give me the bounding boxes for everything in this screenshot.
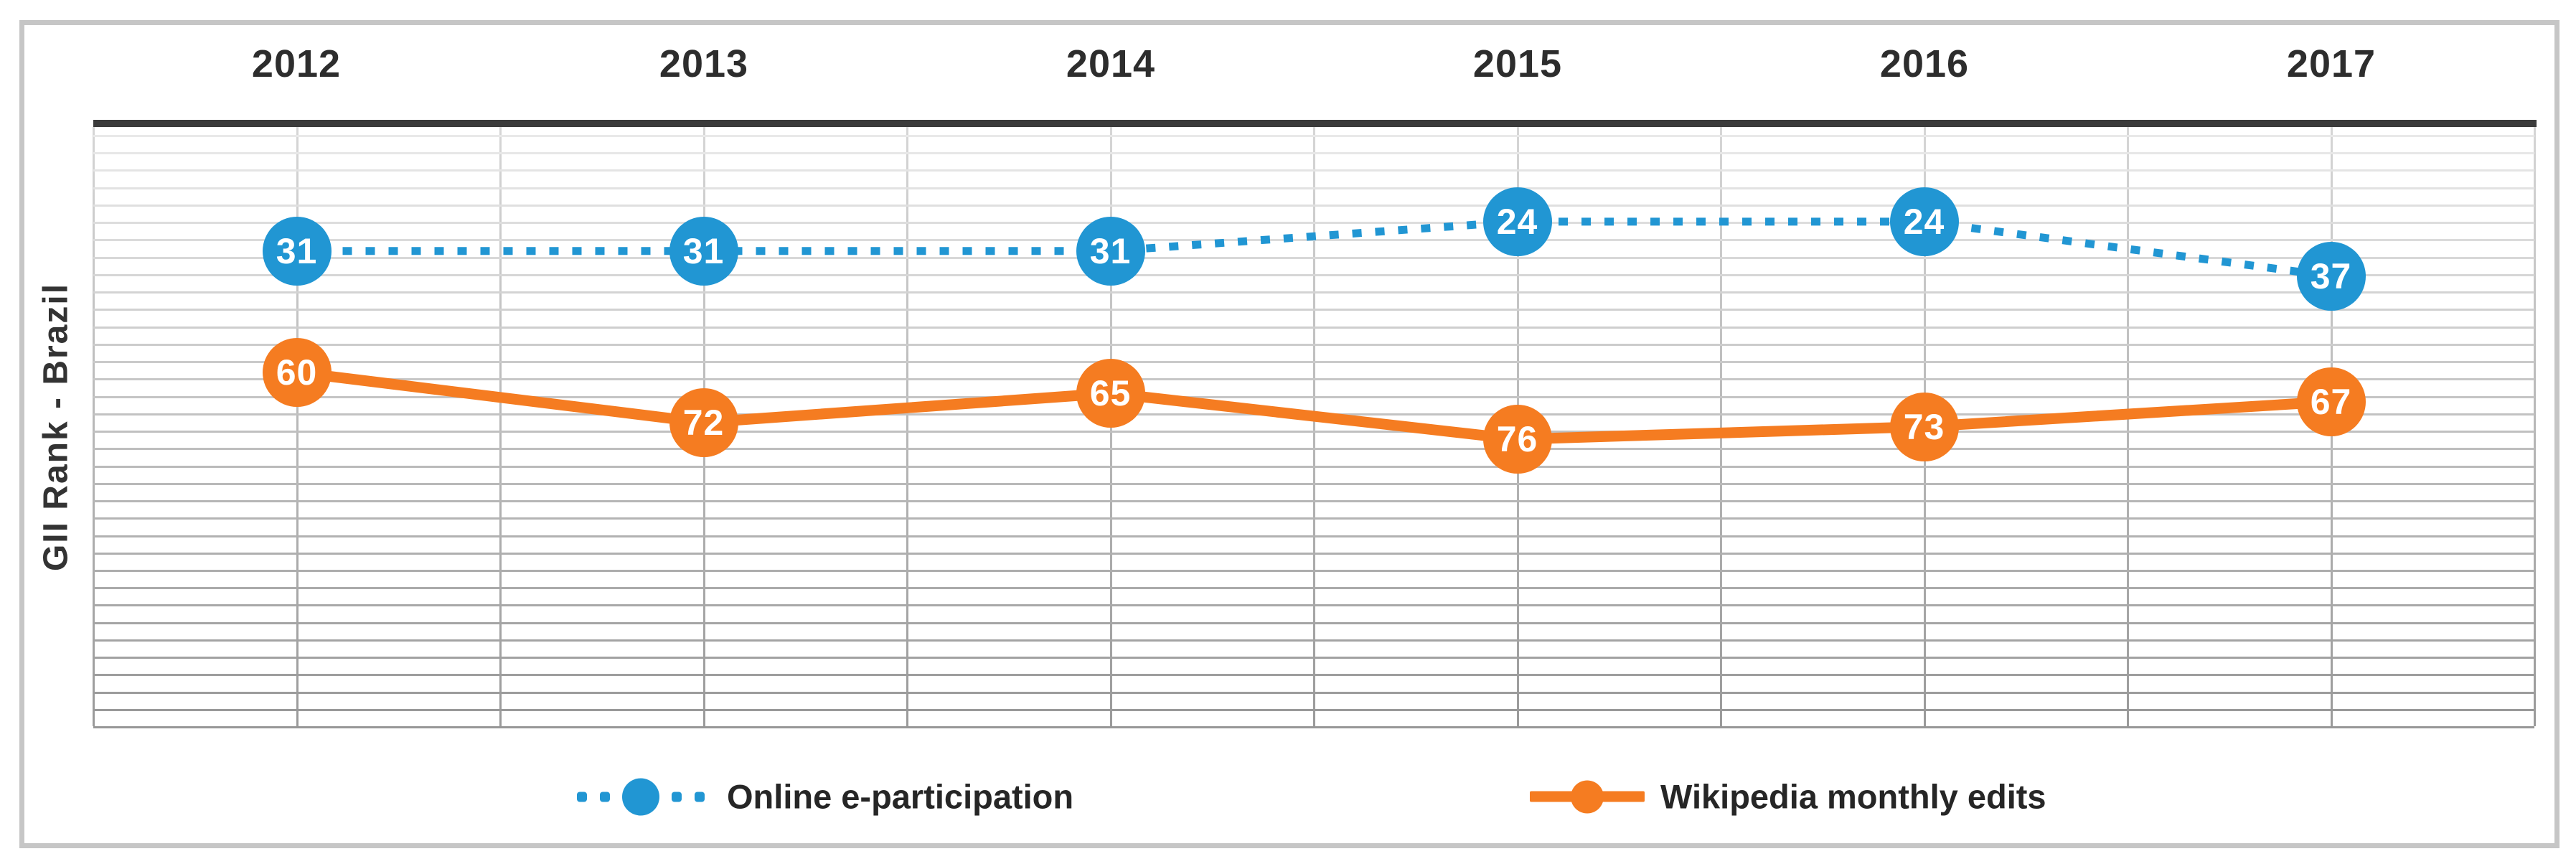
legend-dot-icon — [695, 792, 705, 802]
legend-circle-icon — [622, 778, 659, 815]
legend-dot-icon — [577, 792, 587, 802]
year-label: 2016 — [1879, 42, 1970, 85]
legend-item-wikipedia-monthly-edits: Wikipedia monthly edits — [1530, 777, 2046, 817]
x-axis-top-bar — [93, 120, 2537, 127]
solid-series-marker-icon — [1530, 780, 1645, 813]
legend-label: Wikipedia monthly edits — [1660, 777, 2046, 816]
legend-dot-icon — [600, 792, 610, 802]
year-label: 2012 — [251, 42, 342, 85]
dotted-series-marker-icon — [570, 778, 711, 815]
legend-dot-icon — [672, 792, 682, 802]
chart-outer-border — [19, 20, 2559, 848]
year-label: 2015 — [1472, 42, 1563, 85]
legend-circle-icon — [1571, 780, 1604, 813]
y-axis-title: GII Rank - Brazil — [37, 282, 75, 572]
legend-label: Online e-participation — [727, 777, 1074, 816]
legend-item-online-e-participation: Online e-participation — [570, 777, 1073, 817]
year-label: 2017 — [2286, 42, 2377, 85]
year-label: 2014 — [1066, 42, 1156, 85]
year-label: 2013 — [659, 42, 749, 85]
